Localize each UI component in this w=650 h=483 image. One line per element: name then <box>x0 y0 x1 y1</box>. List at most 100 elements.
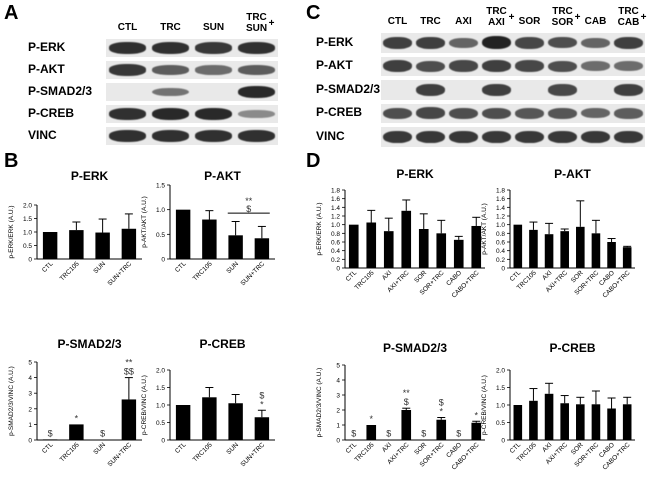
blot-strip-1 <box>106 61 278 79</box>
lane-label-0: CTL <box>117 22 138 33</box>
x-tick-label: CTL <box>41 260 55 274</box>
bar <box>383 231 394 268</box>
blot-band <box>614 36 643 49</box>
x-tick-label: SOR+TRC <box>573 269 600 296</box>
y-tick-label: 1.2 <box>496 214 505 221</box>
chart-title: P-ERK <box>396 167 434 181</box>
lane-plus-5: + <box>574 12 581 23</box>
y-tick-label: 0.5 <box>23 243 32 250</box>
y-tick-label: 0.6 <box>496 240 505 247</box>
y-axis-label: p-SMAD2/3/VINC (A.U.) <box>316 368 323 438</box>
blot-band <box>548 60 577 72</box>
blot-band <box>416 107 445 120</box>
blot-band <box>238 130 275 142</box>
bar <box>95 232 110 259</box>
significance-mark: $$ <box>124 367 134 377</box>
blot-band <box>416 36 445 49</box>
bar <box>348 224 359 268</box>
x-tick-label: CABO+TRC <box>451 441 481 471</box>
x-tick-label: SOR+TRC <box>573 441 600 468</box>
y-tick-label: 2.0 <box>496 368 505 375</box>
blot-strip-4 <box>381 127 645 147</box>
y-tick-label: 0.2 <box>496 257 505 264</box>
significance-mark: $ <box>259 390 264 400</box>
significance-mark: ** <box>245 196 253 206</box>
y-tick-label: 0 <box>336 438 340 445</box>
x-tick-label: CTL <box>41 441 55 455</box>
lane-label-4: SOR <box>518 16 541 27</box>
x-tick-label: SUN+TRC <box>106 260 133 287</box>
y-tick-label: 1.6 <box>496 196 505 203</box>
x-tick-label: CTL <box>345 441 359 455</box>
blot-band <box>152 42 189 54</box>
y-axis-label: p-SMAD2/3/VINC (A.U.) <box>8 366 15 436</box>
significance-mark: * <box>75 413 79 423</box>
row-label-3: P-CREB <box>316 105 363 120</box>
x-tick-label: SUN <box>225 260 240 275</box>
chart-title: P-ERK <box>71 169 109 183</box>
blot-band <box>449 130 478 143</box>
blot-band <box>515 130 544 143</box>
y-tick-label: 0.5 <box>156 420 165 427</box>
x-tick-label: CABO <box>445 441 463 459</box>
y-tick-label: 1.5 <box>496 385 505 392</box>
blot-band <box>449 60 478 73</box>
bar <box>591 233 601 268</box>
significance-mark: $ <box>404 397 409 407</box>
bar <box>576 226 585 268</box>
x-tick-label: CABO+TRC <box>601 441 631 471</box>
x-tick-label: CTL <box>345 269 359 283</box>
y-tick-label: 0.8 <box>331 231 340 238</box>
bar <box>366 425 377 440</box>
row-label-4: VINC <box>28 128 57 142</box>
y-axis-label: p-CREB/VINC (A.U.) <box>481 375 488 435</box>
x-tick-label: SUN+TRC <box>239 260 266 287</box>
blot-strip-0 <box>106 39 278 57</box>
bar <box>622 404 632 440</box>
x-tick-label: TRC105 <box>59 441 81 463</box>
x-tick-label: AXI <box>541 441 553 453</box>
y-tick-label: 4 <box>28 375 32 382</box>
blot-strip-4 <box>106 127 278 145</box>
y-tick-label: 1.4 <box>496 205 505 212</box>
row-label-0: P-ERK <box>28 40 66 54</box>
lane-plus-3: + <box>508 12 515 23</box>
y-tick-label: 0 <box>501 266 505 273</box>
x-tick-label: TRC105 <box>192 441 214 463</box>
row-label-0: P-ERK <box>316 34 354 49</box>
y-tick-label: 0.8 <box>496 231 505 238</box>
blot-band <box>383 130 412 143</box>
lane-label-2: SUN <box>202 22 225 33</box>
bar <box>42 439 58 440</box>
blot-band <box>548 83 577 96</box>
y-tick-label: 1.5 <box>156 385 165 392</box>
lane-plus-7: + <box>640 12 647 23</box>
blot-band <box>152 108 189 120</box>
bar <box>69 230 84 259</box>
blot-band <box>238 110 275 118</box>
blot-band <box>109 64 146 76</box>
panel-label-a: A <box>4 2 19 24</box>
blot-strip-2 <box>381 80 645 100</box>
y-tick-label: 1.0 <box>331 222 340 229</box>
bar <box>228 403 243 440</box>
significance-mark: * <box>439 407 443 417</box>
x-tick-label: AXI+TRC <box>386 269 411 294</box>
y-tick-label: 1.0 <box>156 207 165 214</box>
bar <box>529 400 538 440</box>
bar <box>453 239 464 268</box>
bar <box>544 234 554 268</box>
bar <box>228 235 243 259</box>
x-tick-label: CABO <box>445 269 463 287</box>
lane-label-3: TRC SUN <box>245 12 268 34</box>
x-tick-label: TRC105 <box>354 269 376 291</box>
blot-band <box>482 130 511 143</box>
blot-band <box>238 65 275 75</box>
row-label-1: P-AKT <box>316 58 353 73</box>
x-tick-label: TRC105 <box>354 441 376 463</box>
x-tick-label: CTL <box>174 260 188 274</box>
significance-mark: $ <box>351 429 356 439</box>
y-tick-label: 0.2 <box>331 257 340 264</box>
x-tick-label: AXI+TRC <box>545 441 570 466</box>
x-tick-label: CABO <box>598 269 616 287</box>
